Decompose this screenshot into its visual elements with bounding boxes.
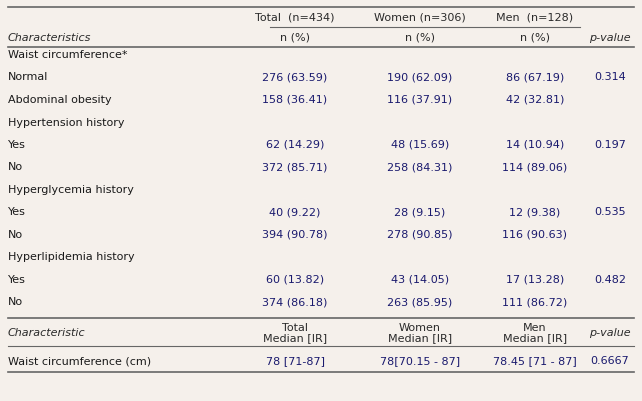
Text: 60 (13.82): 60 (13.82) <box>266 274 324 284</box>
Text: 40 (9.22): 40 (9.22) <box>269 207 321 217</box>
Text: Women (n=306): Women (n=306) <box>374 13 466 23</box>
Text: 372 (85.71): 372 (85.71) <box>263 162 327 172</box>
Text: Yes: Yes <box>8 140 26 150</box>
Text: 78.45 [71 - 87]: 78.45 [71 - 87] <box>493 356 577 365</box>
Text: 263 (85.95): 263 (85.95) <box>387 297 453 307</box>
Text: Men  (n=128): Men (n=128) <box>496 13 573 23</box>
Text: 48 (15.69): 48 (15.69) <box>391 140 449 150</box>
Text: Abdominal obesity: Abdominal obesity <box>8 95 112 105</box>
Text: Median [IR]: Median [IR] <box>263 332 327 342</box>
Text: n (%): n (%) <box>280 33 310 43</box>
Text: Men: Men <box>523 322 547 332</box>
Text: 78 [71-87]: 78 [71-87] <box>266 356 324 365</box>
Text: Hyperglycemia history: Hyperglycemia history <box>8 184 134 194</box>
Text: n (%): n (%) <box>405 33 435 43</box>
Text: Waist circumference (cm): Waist circumference (cm) <box>8 356 151 365</box>
Text: 0.314: 0.314 <box>594 72 626 82</box>
Text: 0.197: 0.197 <box>594 140 626 150</box>
Text: Total: Total <box>282 322 308 332</box>
Text: Hyperlipidemia history: Hyperlipidemia history <box>8 252 135 262</box>
Text: Normal: Normal <box>8 72 48 82</box>
Text: 28 (9.15): 28 (9.15) <box>394 207 446 217</box>
Text: 0.482: 0.482 <box>594 274 626 284</box>
Text: Total  (n=434): Total (n=434) <box>256 13 334 23</box>
Text: 278 (90.85): 278 (90.85) <box>387 229 453 239</box>
Text: 258 (84.31): 258 (84.31) <box>387 162 453 172</box>
Text: Characteristic: Characteristic <box>8 328 85 338</box>
Text: Characteristics: Characteristics <box>8 33 91 43</box>
Text: 111 (86.72): 111 (86.72) <box>503 297 568 307</box>
Text: 374 (86.18): 374 (86.18) <box>263 297 327 307</box>
Text: 276 (63.59): 276 (63.59) <box>263 72 327 82</box>
Text: 17 (13.28): 17 (13.28) <box>506 274 564 284</box>
Text: Median [IR]: Median [IR] <box>388 332 452 342</box>
Text: 116 (37.91): 116 (37.91) <box>387 95 453 105</box>
Text: No: No <box>8 229 23 239</box>
Text: No: No <box>8 162 23 172</box>
Text: 114 (89.06): 114 (89.06) <box>503 162 568 172</box>
Text: 190 (62.09): 190 (62.09) <box>387 72 453 82</box>
Text: Yes: Yes <box>8 207 26 217</box>
Text: 394 (90.78): 394 (90.78) <box>262 229 328 239</box>
Text: 116 (90.63): 116 (90.63) <box>503 229 568 239</box>
Text: 12 (9.38): 12 (9.38) <box>509 207 560 217</box>
Text: Women: Women <box>399 322 441 332</box>
Text: 0.6667: 0.6667 <box>591 356 629 365</box>
Text: 62 (14.29): 62 (14.29) <box>266 140 324 150</box>
Text: 42 (32.81): 42 (32.81) <box>506 95 564 105</box>
Text: 14 (10.94): 14 (10.94) <box>506 140 564 150</box>
Text: 78[70.15 - 87]: 78[70.15 - 87] <box>380 356 460 365</box>
Text: Yes: Yes <box>8 274 26 284</box>
Text: 43 (14.05): 43 (14.05) <box>391 274 449 284</box>
Text: p-value: p-value <box>589 33 631 43</box>
Text: p-value: p-value <box>589 328 631 338</box>
Text: Waist circumference*: Waist circumference* <box>8 50 128 60</box>
Text: Hypertension history: Hypertension history <box>8 117 125 127</box>
Text: Median [IR]: Median [IR] <box>503 332 567 342</box>
Text: 158 (36.41): 158 (36.41) <box>263 95 327 105</box>
Text: No: No <box>8 297 23 307</box>
Text: 86 (67.19): 86 (67.19) <box>506 72 564 82</box>
Text: 0.535: 0.535 <box>594 207 626 217</box>
Text: n (%): n (%) <box>520 33 550 43</box>
